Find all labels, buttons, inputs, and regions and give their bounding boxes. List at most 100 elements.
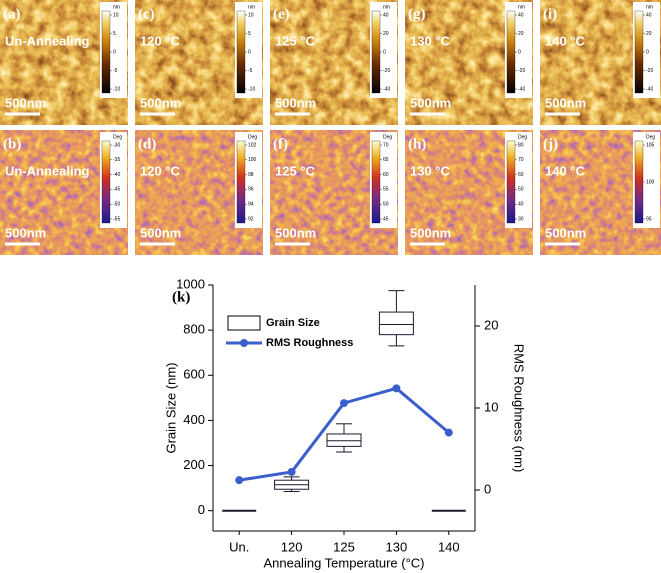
- colorbar-tick-label: 20: [646, 31, 652, 37]
- scale-bar-label: 500nm: [140, 225, 181, 240]
- colorbar-unit: Deg: [646, 134, 655, 140]
- colorbar-tick-label: 10: [248, 12, 254, 18]
- colorbar-tick-label: -40: [383, 86, 390, 92]
- panel-title: 130 °C: [410, 163, 451, 178]
- colorbar-tick-label: -20: [646, 68, 653, 74]
- colorbar-tick-label: 0: [383, 49, 386, 55]
- colorbar-tick-label: 80: [518, 142, 524, 148]
- colorbar: [371, 10, 381, 94]
- y-tick-label: 400: [183, 412, 205, 427]
- colorbar-tick-label: 55: [383, 187, 389, 193]
- colorbar-tick-label: 20: [518, 31, 524, 37]
- roughness-marker: [340, 399, 348, 408]
- y2-tick-label: 10: [484, 399, 498, 414]
- y-axis-label: Grain Size (nm): [163, 362, 178, 453]
- panel-label: (i): [543, 6, 557, 22]
- y-tick-label: 1000: [176, 276, 205, 291]
- panel-title: 140 °C: [545, 163, 586, 178]
- colorbar-tick-label: 94: [248, 202, 254, 208]
- legend-label: RMS Roughness: [266, 337, 353, 349]
- colorbar: [101, 140, 111, 224]
- colorbar-tick-label: 40: [646, 12, 652, 18]
- colorbar-tick-label: 60: [383, 172, 389, 178]
- panel-title: 125 °C: [275, 163, 316, 178]
- colorbar-tick-label: -55: [113, 216, 120, 222]
- y2-tick-label: 20: [484, 317, 498, 332]
- colorbar-tick-label: -10: [248, 86, 255, 92]
- colorbar-tick-label: -40: [113, 172, 120, 178]
- x-axis-label: Annealing Temperature (°C): [263, 555, 424, 570]
- panel-title: Un-Annealing: [5, 163, 90, 178]
- panel-title: 140 °C: [545, 33, 586, 48]
- panel-label: (c): [138, 6, 155, 22]
- colorbar-tick-label: 30: [518, 216, 524, 222]
- colorbar: [506, 140, 516, 224]
- scale-bar-label: 500nm: [275, 225, 316, 240]
- y-tick-label: 600: [183, 367, 205, 382]
- colorbar-unit: Deg: [383, 134, 392, 140]
- colorbar: [634, 10, 644, 94]
- scale-bar-label: 500nm: [5, 95, 46, 110]
- scale-bar-label: 500nm: [410, 225, 451, 240]
- colorbar-tick-label: 102: [248, 142, 257, 148]
- panel-label: (f): [273, 136, 288, 152]
- x-tick-label: Un.: [229, 539, 249, 554]
- colorbar: [506, 10, 516, 94]
- colorbar-tick-label: 45: [383, 216, 389, 222]
- panel-label: (g): [408, 6, 426, 22]
- colorbar-tick-label: 92: [248, 216, 254, 222]
- y-tick-label: 800: [183, 322, 205, 337]
- colorbar-tick-label: 5: [248, 31, 251, 37]
- colorbar-tick-label: 0: [248, 49, 251, 55]
- colorbar-tick-label: 100: [248, 157, 257, 163]
- x-tick-label: 125: [333, 539, 355, 554]
- colorbar-unit: nm: [383, 4, 390, 10]
- roughness-marker: [235, 476, 244, 485]
- colorbar-unit: nm: [518, 4, 525, 10]
- colorbar-tick-label: 98: [248, 172, 254, 178]
- y2-axis-label: RMS Roughness (nm): [512, 344, 527, 473]
- scale-bar-label: 500nm: [545, 95, 586, 110]
- panel-title: Un-Annealing: [5, 33, 90, 48]
- x-tick-label: 130: [386, 539, 408, 554]
- colorbar-tick-label: 60: [518, 172, 524, 178]
- x-tick-label: 140: [438, 539, 460, 554]
- panel-title: 120 °C: [140, 163, 181, 178]
- legend-label: Grain Size: [266, 317, 320, 329]
- colorbar-unit: nm: [113, 4, 120, 10]
- colorbar-tick-label: 50: [518, 187, 524, 193]
- panel-title: 130 °C: [410, 33, 451, 48]
- roughness-marker: [444, 428, 453, 437]
- panel-label: (a): [3, 6, 21, 22]
- colorbar-tick-label: 100: [646, 179, 655, 185]
- colorbar-unit: Deg: [113, 134, 122, 140]
- colorbar-tick-label: 0: [646, 49, 649, 55]
- colorbar-tick-label: 40: [383, 12, 389, 18]
- colorbar-tick-label: -40: [646, 86, 653, 92]
- colorbar: [371, 140, 381, 224]
- scale-bar-label: 500nm: [545, 225, 586, 240]
- colorbar-tick-label: 65: [383, 157, 389, 163]
- y-tick-label: 0: [198, 502, 205, 517]
- panel-label: (j): [543, 136, 558, 152]
- colorbar-unit: nm: [646, 4, 653, 10]
- colorbar-tick-label: -20: [518, 68, 525, 74]
- box: [378, 311, 414, 336]
- panel-label: (d): [138, 136, 156, 152]
- panel-label: (e): [273, 6, 290, 22]
- y-tick-label: 200: [183, 457, 205, 472]
- colorbar: [236, 10, 246, 94]
- colorbar-tick-label: 50: [383, 202, 389, 208]
- colorbar-tick-label: 20: [383, 31, 389, 37]
- colorbar-tick-label: -10: [113, 86, 120, 92]
- colorbar-tick-label: -40: [518, 86, 525, 92]
- colorbar-tick-label: 95: [646, 216, 652, 222]
- y2-tick-label: 0: [484, 481, 491, 496]
- scale-bar-label: 500nm: [140, 95, 181, 110]
- colorbar-unit: Deg: [518, 134, 527, 140]
- colorbar-tick-label: -45: [113, 187, 120, 193]
- colorbar-tick-label: 105: [646, 142, 655, 148]
- colorbar-tick-label: 40: [518, 12, 524, 18]
- colorbar-tick-label: -35: [113, 157, 120, 163]
